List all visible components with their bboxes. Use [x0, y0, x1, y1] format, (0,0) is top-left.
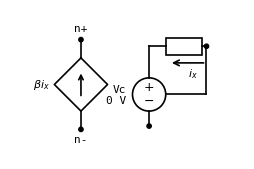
Text: Vc: Vc [112, 85, 125, 95]
Text: 0 V: 0 V [105, 96, 125, 106]
Circle shape [78, 127, 83, 131]
Text: n-: n- [74, 135, 87, 145]
Circle shape [146, 124, 151, 128]
Circle shape [203, 44, 208, 49]
Circle shape [78, 38, 83, 42]
Text: −: − [143, 95, 154, 108]
Bar [165, 38, 201, 55]
Text: +: + [143, 81, 154, 94]
Text: $i_x$: $i_x$ [187, 67, 197, 81]
Text: n+: n+ [74, 24, 87, 34]
Text: $\beta i_x$: $\beta i_x$ [33, 78, 49, 91]
